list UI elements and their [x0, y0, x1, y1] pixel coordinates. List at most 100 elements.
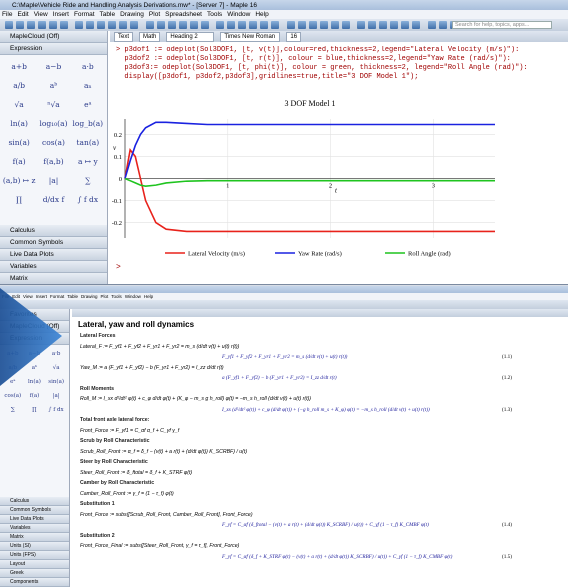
palette-header[interactable]: Units (SI): [0, 542, 69, 551]
palette-header[interactable]: Live Data Plots: [0, 249, 107, 261]
palette-symbol[interactable]: ln(a): [28, 379, 41, 385]
palette-symbol[interactable]: a·b: [81, 62, 94, 71]
menu-item[interactable]: Edit: [12, 294, 21, 299]
menu-item[interactable]: Insert: [35, 294, 47, 299]
toolbar-icon[interactable]: [390, 21, 398, 29]
menu-item[interactable]: Spreadsheet: [165, 11, 202, 18]
palette-symbol[interactable]: log_b(a): [72, 119, 104, 128]
palette-header[interactable]: Components: [0, 578, 69, 587]
menu-item[interactable]: Tools: [207, 11, 223, 18]
toolbar-icon[interactable]: [15, 21, 24, 29]
palette-symbol[interactable]: cos(a): [4, 393, 22, 399]
palette-symbol[interactable]: sin(a): [8, 138, 30, 147]
toolbar-icon[interactable]: [75, 21, 83, 29]
menu-item[interactable]: Table: [67, 294, 79, 299]
toolbar-icon[interactable]: [438, 21, 447, 29]
context-control[interactable]: Heading 2: [166, 31, 215, 42]
palette-header[interactable]: Greek: [0, 569, 69, 578]
palette-symbol[interactable]: d/dx f: [42, 195, 65, 204]
toolbar-icon[interactable]: [401, 21, 409, 29]
palette-symbol[interactable]: aᵇ: [49, 81, 58, 90]
palette-header[interactable]: Live Data Plots: [0, 515, 69, 524]
palette-header[interactable]: Variables: [0, 524, 69, 533]
menu-item[interactable]: Help: [255, 11, 269, 18]
menu-item[interactable]: Tools: [111, 294, 122, 299]
palette-header[interactable]: Layout: [0, 560, 69, 569]
palette-symbol[interactable]: a+b: [11, 62, 27, 71]
palette-symbol[interactable]: (a,b) ↦ z: [2, 176, 36, 185]
palette-header[interactable]: Matrix: [0, 533, 69, 542]
toolbar-icon[interactable]: [48, 21, 57, 29]
toolbar-icon[interactable]: [368, 21, 376, 29]
palette-symbol[interactable]: ⁿ√a: [47, 100, 60, 109]
palette-symbol[interactable]: a/b: [13, 81, 26, 90]
toolbar-icon[interactable]: [249, 21, 257, 29]
toolbar-icon[interactable]: [330, 21, 339, 29]
section-heading[interactable]: Lateral, yaw and roll dynamics: [78, 320, 195, 329]
palette-symbol[interactable]: a−b: [45, 62, 62, 71]
palette-symbol[interactable]: ∑: [85, 176, 91, 185]
palette-header[interactable]: Units (FPS): [0, 551, 69, 560]
menu-item[interactable]: Format: [73, 11, 95, 18]
toolbar-icon[interactable]: [119, 21, 127, 29]
toolbar-icon[interactable]: [379, 21, 387, 29]
palette-symbol[interactable]: aᵇ: [31, 365, 38, 371]
palette-symbol[interactable]: √a: [14, 100, 24, 109]
toolbar-icon[interactable]: [108, 21, 116, 29]
menu-item[interactable]: Help: [143, 294, 154, 299]
palette-symbol[interactable]: cos(a): [42, 138, 65, 147]
menu-item[interactable]: Plot: [100, 294, 109, 299]
context-control[interactable]: Text: [114, 31, 134, 42]
palette-header[interactable]: Calculus: [0, 497, 69, 506]
palette-header[interactable]: Common Symbols: [0, 506, 69, 515]
menu-item[interactable]: Drawing: [81, 294, 98, 299]
menu-item[interactable]: Plot: [148, 11, 161, 18]
toolbar-icon[interactable]: [4, 21, 13, 29]
toolbar-icon[interactable]: [227, 21, 235, 29]
menu-item[interactable]: Window: [227, 11, 251, 18]
toolbar-icon[interactable]: [97, 21, 105, 29]
palette-symbol[interactable]: ∏: [32, 407, 37, 413]
palette-symbol[interactable]: |a|: [48, 176, 59, 185]
palette-symbol[interactable]: sin(a): [48, 379, 64, 385]
palette-symbol[interactable]: f(a): [29, 393, 40, 399]
menu-item[interactable]: Table: [99, 11, 116, 18]
palette-header[interactable]: Matrix: [0, 273, 107, 284]
palette-symbol[interactable]: tan(a): [76, 138, 100, 147]
toolbar-icon[interactable]: [216, 21, 224, 29]
toolbar-icon[interactable]: [260, 21, 268, 29]
menu-item[interactable]: Drawing: [120, 11, 144, 18]
palette-header[interactable]: Expression: [0, 43, 107, 55]
menu-item[interactable]: Format: [49, 294, 65, 299]
palette-symbol[interactable]: ln(a): [10, 119, 28, 128]
menu-item[interactable]: Insert: [52, 11, 69, 18]
toolbar-icon[interactable]: [297, 21, 306, 29]
palette-symbol[interactable]: eᵃ: [10, 379, 16, 385]
context-control[interactable]: 16: [286, 31, 302, 42]
toolbar-icon[interactable]: [319, 21, 328, 29]
palette-symbol[interactable]: a ↦ y: [77, 157, 98, 166]
palette-symbol[interactable]: |a|: [52, 393, 60, 399]
toolbar-icon[interactable]: [86, 21, 94, 29]
toolbar-icon[interactable]: [178, 21, 187, 29]
palette-symbol[interactable]: a·b: [51, 351, 61, 357]
search-box[interactable]: Search for help, topics, apps...: [452, 21, 552, 29]
menu-item[interactable]: View: [33, 11, 48, 18]
context-control[interactable]: Times New Roman: [220, 31, 281, 42]
toolbar-icon[interactable]: [156, 21, 165, 29]
palette-symbol[interactable]: ∏: [16, 195, 23, 204]
toolbar-icon[interactable]: [412, 21, 420, 29]
palette-header[interactable]: MapleCloud (Off): [0, 31, 107, 43]
palette-symbol[interactable]: f(a): [12, 157, 26, 166]
toolbar-icon[interactable]: [130, 21, 138, 29]
toolbar-icon[interactable]: [145, 21, 154, 29]
toolbar-icon[interactable]: [189, 21, 198, 29]
palette-symbol[interactable]: ∫ f dx: [48, 407, 64, 413]
palette-symbol[interactable]: f(a,b): [43, 157, 64, 166]
palette-symbol[interactable]: eᵃ: [84, 100, 92, 109]
toolbar-icon[interactable]: [308, 21, 317, 29]
palette-symbol[interactable]: √a: [52, 365, 60, 371]
context-control[interactable]: Math: [139, 31, 161, 42]
toolbar-icon[interactable]: [341, 21, 350, 29]
menu-item[interactable]: Edit: [17, 11, 29, 18]
